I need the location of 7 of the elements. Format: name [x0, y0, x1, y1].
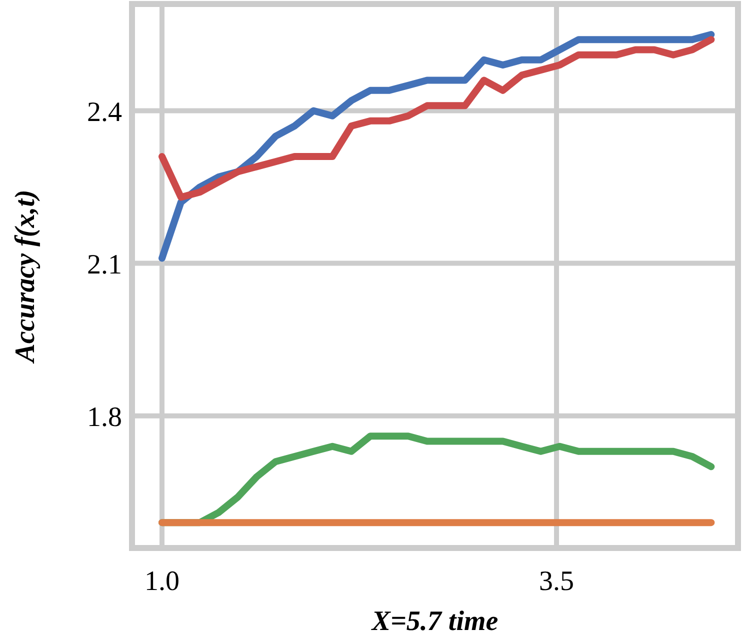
x-tick-label: 3.5 [539, 566, 574, 597]
y-tick-label: 2.1 [87, 249, 122, 280]
y-tick-label: 1.8 [87, 402, 122, 433]
x-tick-label: 1.0 [144, 566, 180, 597]
x-axis-title: X=5.7 time [370, 606, 498, 637]
y-axis-title: Accuracy f(x,t) [10, 190, 41, 364]
y-tick-label: 2.4 [87, 96, 122, 128]
